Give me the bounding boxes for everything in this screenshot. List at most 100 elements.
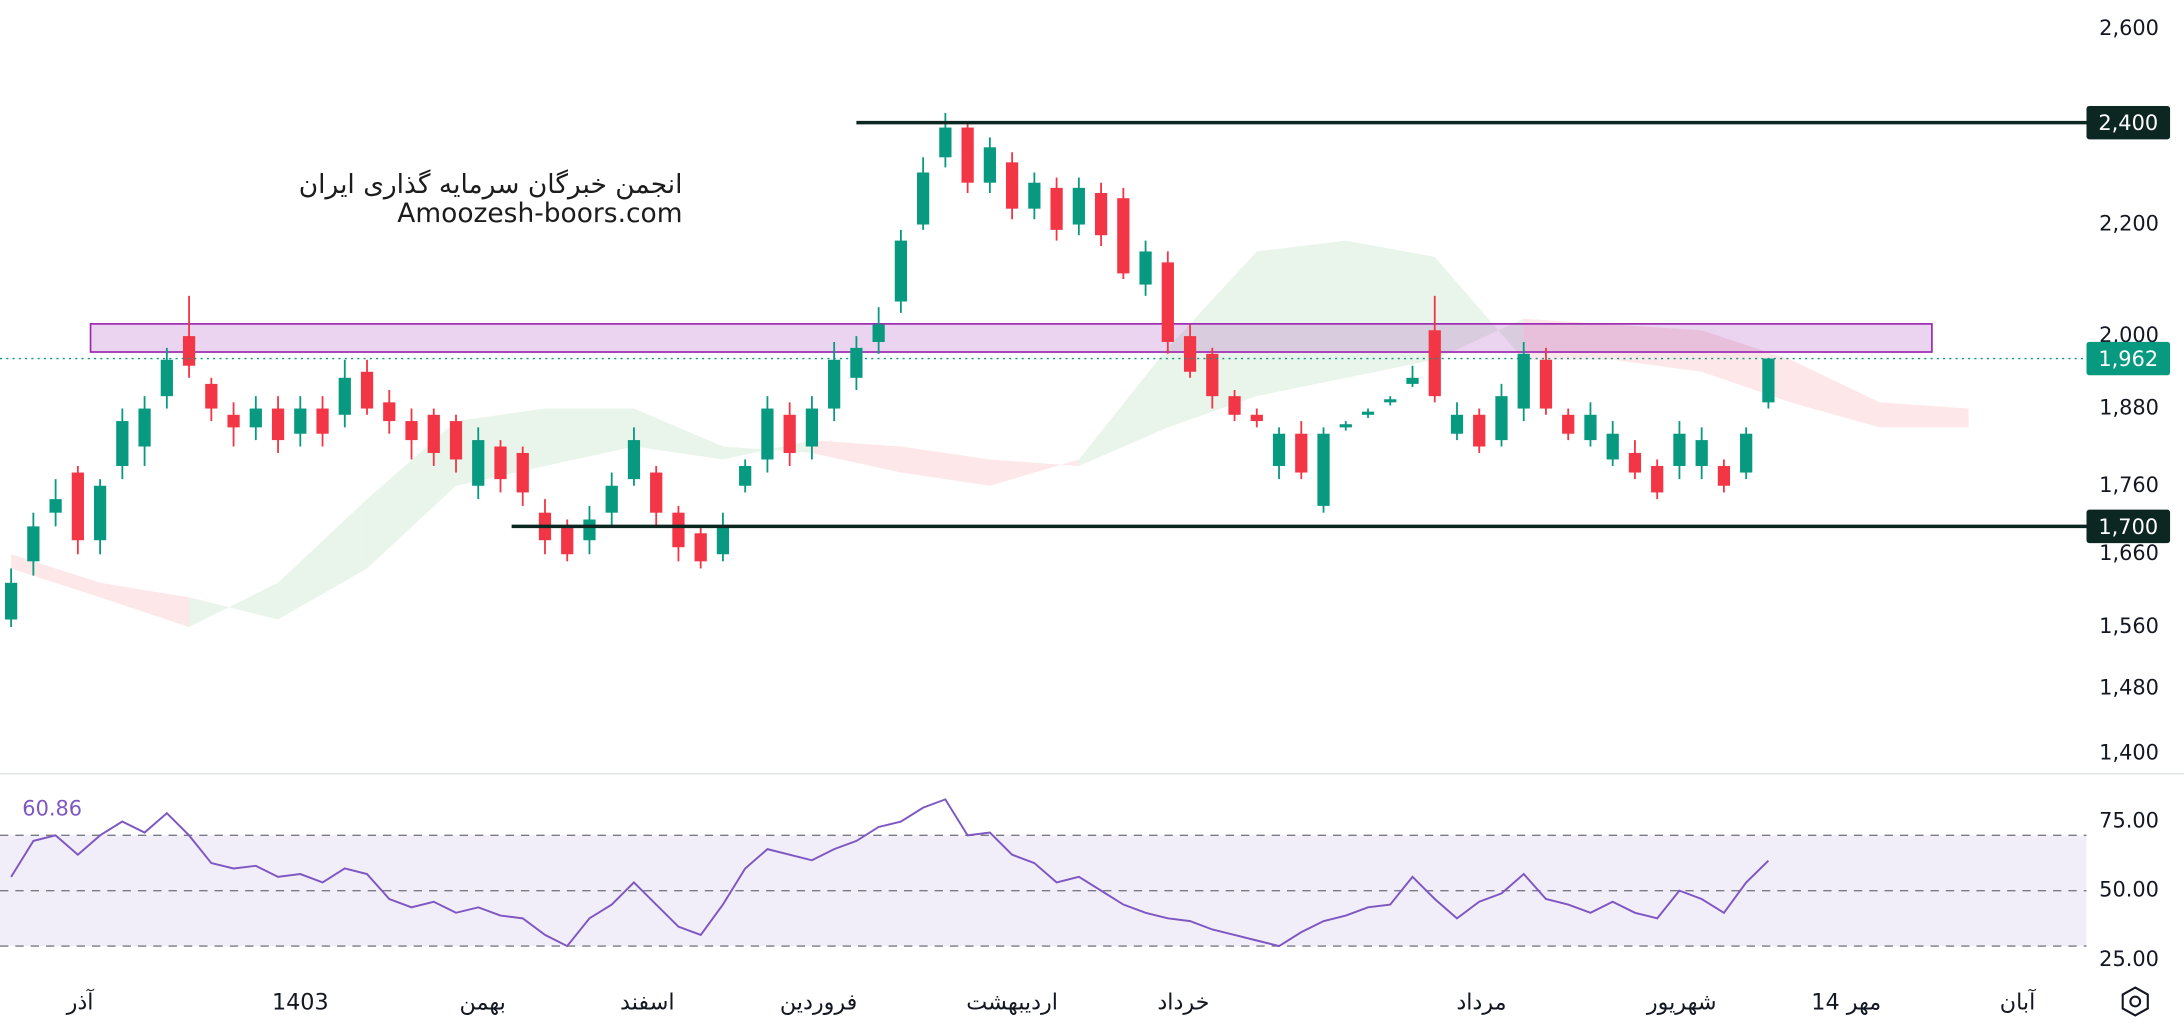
- candle-body: [27, 526, 40, 562]
- settings-dot[interactable]: [2129, 995, 2142, 1008]
- rsi-tick-label: 50.00: [2099, 878, 2159, 902]
- y-tick-label: 2,600: [2099, 16, 2159, 40]
- y-tick-label: 1,400: [2099, 741, 2159, 765]
- candle-body: [1628, 452, 1642, 473]
- cloud-segment: [1256, 240, 1346, 397]
- candle-body: [1228, 396, 1241, 415]
- candle-body: [694, 533, 707, 562]
- watermark-site: Amoozesh-boors.com: [397, 198, 682, 229]
- mid-layer: [5, 112, 1775, 948]
- candle-body: [71, 472, 84, 541]
- candle-body: [1606, 433, 1619, 460]
- candle-body: [182, 336, 196, 366]
- x-tick-label: بهمن: [460, 989, 506, 1015]
- candle-body: [294, 408, 307, 434]
- x-tick-label: فروردین: [780, 989, 857, 1015]
- candle-body: [1250, 414, 1263, 422]
- settings-icon[interactable]: [2121, 986, 2149, 1017]
- cloud-segment: [1612, 324, 1702, 372]
- candle-body: [627, 440, 641, 480]
- candle-body: [1717, 465, 1731, 486]
- rsi-tick-label: 25.00: [2099, 947, 2159, 971]
- y-tick-label: 1,480: [2099, 676, 2159, 700]
- candle-body: [49, 499, 62, 513]
- candle-body: [1673, 433, 1686, 466]
- cloud-segment: [989, 459, 1079, 486]
- candle-body: [1050, 187, 1063, 230]
- cloud-segment: [900, 446, 990, 486]
- cloud-segment: [1078, 347, 1168, 466]
- candle-body: [1117, 198, 1130, 274]
- candle-body: [1317, 433, 1330, 506]
- cloud-segment: [544, 408, 634, 466]
- candle-body: [271, 408, 285, 441]
- cloud-segment: [811, 440, 901, 473]
- back-layer: [0, 240, 2087, 947]
- level-label: 2,400: [2098, 111, 2158, 135]
- candle-body: [1206, 353, 1219, 397]
- candle-body: [1072, 187, 1085, 225]
- candle-body: [716, 526, 730, 555]
- candle-body: [561, 526, 574, 555]
- settings-hexagon[interactable]: [2121, 986, 2149, 1017]
- cloud-segment: [11, 554, 101, 598]
- candle-body: [1740, 433, 1753, 473]
- candle-body: [961, 127, 974, 183]
- candle-body: [983, 147, 996, 183]
- candle-body: [1339, 424, 1352, 428]
- y-tick-label: 1,660: [2099, 541, 2159, 565]
- cloud-segment: [1434, 256, 1524, 360]
- candle-body: [1161, 262, 1174, 342]
- level-label: 1,700: [2098, 515, 2158, 539]
- candle-body: [1562, 414, 1575, 434]
- candle-body: [605, 485, 618, 513]
- candle-body: [1473, 414, 1486, 447]
- y-tick-label: 1,560: [2099, 614, 2159, 638]
- candle-body: [1495, 396, 1508, 441]
- support-zone: [89, 323, 1933, 353]
- candle-body: [739, 465, 752, 486]
- x-tick-label: 1403: [272, 989, 329, 1015]
- candle-body: [1762, 358, 1775, 403]
- y-tick-label: 1,760: [2099, 473, 2159, 497]
- candle-body: [449, 421, 463, 460]
- candle-body: [917, 172, 930, 225]
- candle-body: [805, 408, 819, 447]
- candle-body: [1539, 359, 1553, 409]
- last-price-label: 1,962: [2098, 347, 2158, 371]
- candle-body: [939, 127, 952, 158]
- x-tick-label: مرداد: [1456, 989, 1506, 1015]
- candle-body: [494, 446, 507, 480]
- candle-body: [405, 421, 418, 441]
- candle-body: [1183, 336, 1197, 372]
- candle-body: [1384, 399, 1397, 403]
- candle-body: [650, 472, 663, 513]
- rsi-tick-label: 75.00: [2099, 809, 2159, 833]
- cloud-segment: [633, 408, 723, 460]
- y-tick-label: 1,880: [2099, 396, 2159, 420]
- x-tick-label: آبان: [2000, 988, 2037, 1015]
- candle-body: [872, 324, 885, 342]
- candle-body: [894, 240, 908, 302]
- candle-body: [1028, 182, 1041, 209]
- candle-body: [1361, 411, 1375, 415]
- cloud-segment: [100, 582, 190, 627]
- candle-body: [316, 408, 329, 434]
- candle-body: [205, 383, 218, 409]
- cloud-segment: [278, 499, 368, 620]
- cloud-segment: [1879, 402, 1969, 428]
- candle-body: [1450, 414, 1464, 434]
- candle-body: [93, 485, 107, 541]
- candle-body: [672, 512, 685, 548]
- candle-body: [1295, 433, 1308, 473]
- candle-body: [1428, 330, 1441, 397]
- candle-body: [1005, 162, 1019, 209]
- candle-body: [138, 408, 151, 447]
- candle-body: [360, 371, 374, 409]
- x-tick-label: شهریور: [1646, 989, 1717, 1015]
- candle-body: [1651, 465, 1664, 493]
- watermark-title: انجمن خبرگان سرمایه گذاری ایران: [299, 169, 683, 200]
- candle-body: [850, 347, 863, 378]
- x-tick-label: اسفند: [620, 989, 675, 1015]
- y-tick-label: 2,200: [2099, 212, 2159, 236]
